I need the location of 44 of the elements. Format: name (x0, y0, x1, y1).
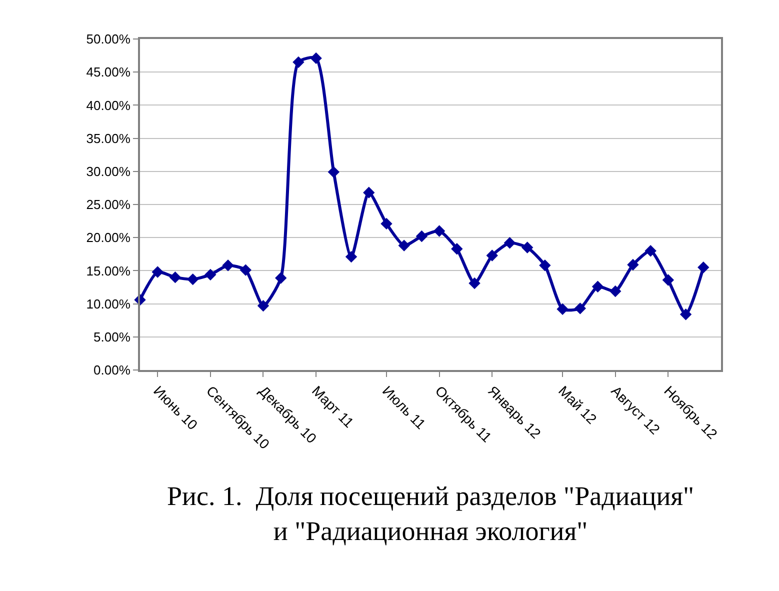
y-tick-label: 40.00% (86, 98, 131, 113)
point (345, 250, 358, 263)
point (380, 218, 392, 230)
point (363, 186, 375, 198)
point (275, 272, 287, 284)
point (416, 230, 428, 242)
y-tick-label: 25.00% (86, 197, 131, 212)
y-tick-label: 15.00% (86, 263, 131, 278)
y-tick-label: 50.00% (86, 32, 131, 47)
y-tick-label: 5.00% (94, 329, 131, 344)
point (698, 262, 710, 274)
y-tick-label: 35.00% (86, 130, 131, 146)
point (186, 273, 199, 286)
y-tick-label: 10.00% (86, 296, 131, 312)
point (610, 285, 622, 298)
y-tick-label: 45.00% (86, 64, 131, 80)
text: Рис. 1. Доля посещений разделов "Радиация" и "Радиационная экология" (167, 481, 694, 546)
point (292, 56, 304, 68)
point (468, 277, 480, 290)
point (627, 258, 639, 271)
point (222, 260, 234, 272)
point (574, 302, 586, 314)
point (433, 225, 446, 237)
y-tick-label: 20.00% (86, 230, 131, 246)
point (310, 52, 322, 64)
point (556, 303, 568, 315)
point (328, 166, 340, 178)
y-tick-label: 30.00% (86, 164, 131, 179)
point (169, 271, 182, 284)
point (451, 243, 463, 255)
point (644, 244, 656, 257)
point (521, 242, 534, 254)
point (592, 280, 604, 292)
point (240, 264, 252, 276)
point (662, 274, 674, 286)
point (204, 268, 216, 281)
point (486, 250, 498, 262)
point (152, 266, 164, 278)
point (539, 260, 551, 272)
point (398, 240, 410, 252)
point (257, 300, 270, 312)
point (680, 308, 692, 320)
point (504, 237, 516, 249)
y-tick-label: 0.00% (94, 362, 131, 378)
